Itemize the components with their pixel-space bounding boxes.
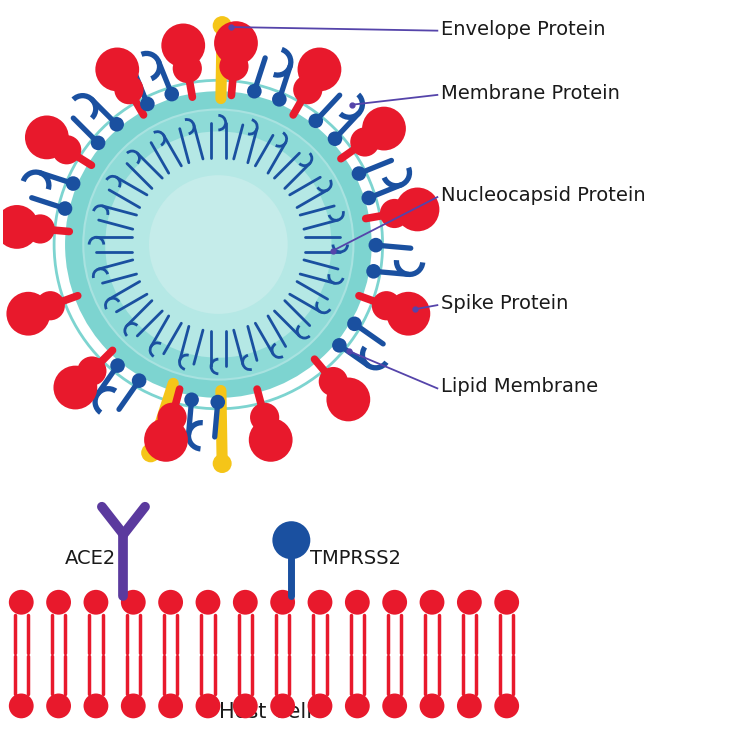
Circle shape: [196, 590, 220, 615]
Text: Spike Protein: Spike Protein: [441, 294, 568, 313]
Circle shape: [272, 92, 286, 107]
Circle shape: [65, 91, 372, 398]
Circle shape: [249, 418, 293, 462]
Circle shape: [219, 52, 249, 81]
Circle shape: [25, 115, 68, 159]
Circle shape: [121, 590, 146, 615]
Circle shape: [132, 373, 146, 388]
Circle shape: [420, 590, 445, 615]
Text: Envelope Protein: Envelope Protein: [441, 20, 606, 39]
Circle shape: [35, 291, 65, 320]
Circle shape: [54, 366, 97, 410]
Circle shape: [83, 110, 353, 380]
Circle shape: [46, 590, 71, 615]
Circle shape: [380, 199, 409, 228]
Circle shape: [319, 367, 348, 396]
Circle shape: [350, 127, 380, 156]
Circle shape: [362, 107, 406, 150]
Circle shape: [308, 694, 333, 718]
Circle shape: [345, 590, 369, 615]
Circle shape: [210, 395, 225, 410]
Circle shape: [110, 117, 124, 131]
Circle shape: [46, 694, 71, 718]
Circle shape: [141, 443, 160, 462]
Circle shape: [495, 694, 519, 718]
Text: Host Cell: Host Cell: [219, 702, 312, 722]
Circle shape: [233, 590, 258, 615]
Circle shape: [121, 694, 146, 718]
Circle shape: [9, 694, 34, 718]
Circle shape: [495, 590, 519, 615]
Circle shape: [369, 238, 383, 253]
Text: Nucleocapsid Protein: Nucleocapsid Protein: [441, 186, 645, 205]
Circle shape: [83, 590, 108, 615]
Circle shape: [293, 75, 322, 104]
Circle shape: [272, 521, 311, 559]
Circle shape: [0, 205, 39, 249]
Circle shape: [164, 87, 179, 101]
Circle shape: [214, 21, 258, 65]
Circle shape: [367, 264, 381, 279]
Circle shape: [386, 292, 431, 336]
Circle shape: [382, 590, 407, 615]
Circle shape: [158, 403, 187, 432]
Circle shape: [173, 54, 202, 83]
Circle shape: [7, 292, 50, 336]
Circle shape: [213, 16, 232, 35]
Circle shape: [457, 694, 482, 718]
Circle shape: [83, 694, 108, 718]
Text: TMPRSS2: TMPRSS2: [310, 549, 400, 568]
Circle shape: [77, 356, 107, 385]
Circle shape: [57, 201, 72, 216]
Circle shape: [52, 135, 81, 164]
Circle shape: [149, 175, 288, 314]
Circle shape: [347, 317, 362, 331]
Circle shape: [144, 418, 188, 462]
Circle shape: [382, 694, 407, 718]
Circle shape: [395, 188, 439, 231]
Circle shape: [420, 694, 445, 718]
Circle shape: [328, 131, 342, 146]
Circle shape: [361, 191, 376, 205]
Circle shape: [457, 590, 482, 615]
Circle shape: [213, 454, 232, 473]
Circle shape: [196, 694, 220, 718]
Circle shape: [270, 694, 295, 718]
Circle shape: [140, 96, 155, 111]
Circle shape: [308, 590, 333, 615]
Circle shape: [158, 694, 183, 718]
Circle shape: [9, 590, 34, 615]
Circle shape: [184, 393, 199, 407]
Text: Membrane Protein: Membrane Protein: [441, 84, 620, 103]
Circle shape: [158, 590, 183, 615]
Circle shape: [66, 176, 80, 191]
Circle shape: [247, 84, 262, 99]
Circle shape: [352, 166, 367, 181]
Circle shape: [26, 215, 54, 244]
Circle shape: [110, 358, 125, 373]
Circle shape: [327, 377, 370, 421]
Circle shape: [345, 694, 369, 718]
Circle shape: [161, 23, 205, 67]
Text: ACE2: ACE2: [65, 549, 116, 568]
Circle shape: [91, 136, 105, 150]
Circle shape: [96, 47, 139, 91]
Circle shape: [372, 291, 401, 320]
Circle shape: [114, 75, 144, 104]
Circle shape: [308, 113, 323, 128]
Circle shape: [105, 131, 331, 358]
Circle shape: [270, 590, 295, 615]
Circle shape: [233, 694, 258, 718]
Text: Lipid Membrane: Lipid Membrane: [441, 377, 598, 396]
Circle shape: [250, 403, 279, 432]
Circle shape: [332, 338, 347, 353]
Circle shape: [297, 47, 342, 91]
